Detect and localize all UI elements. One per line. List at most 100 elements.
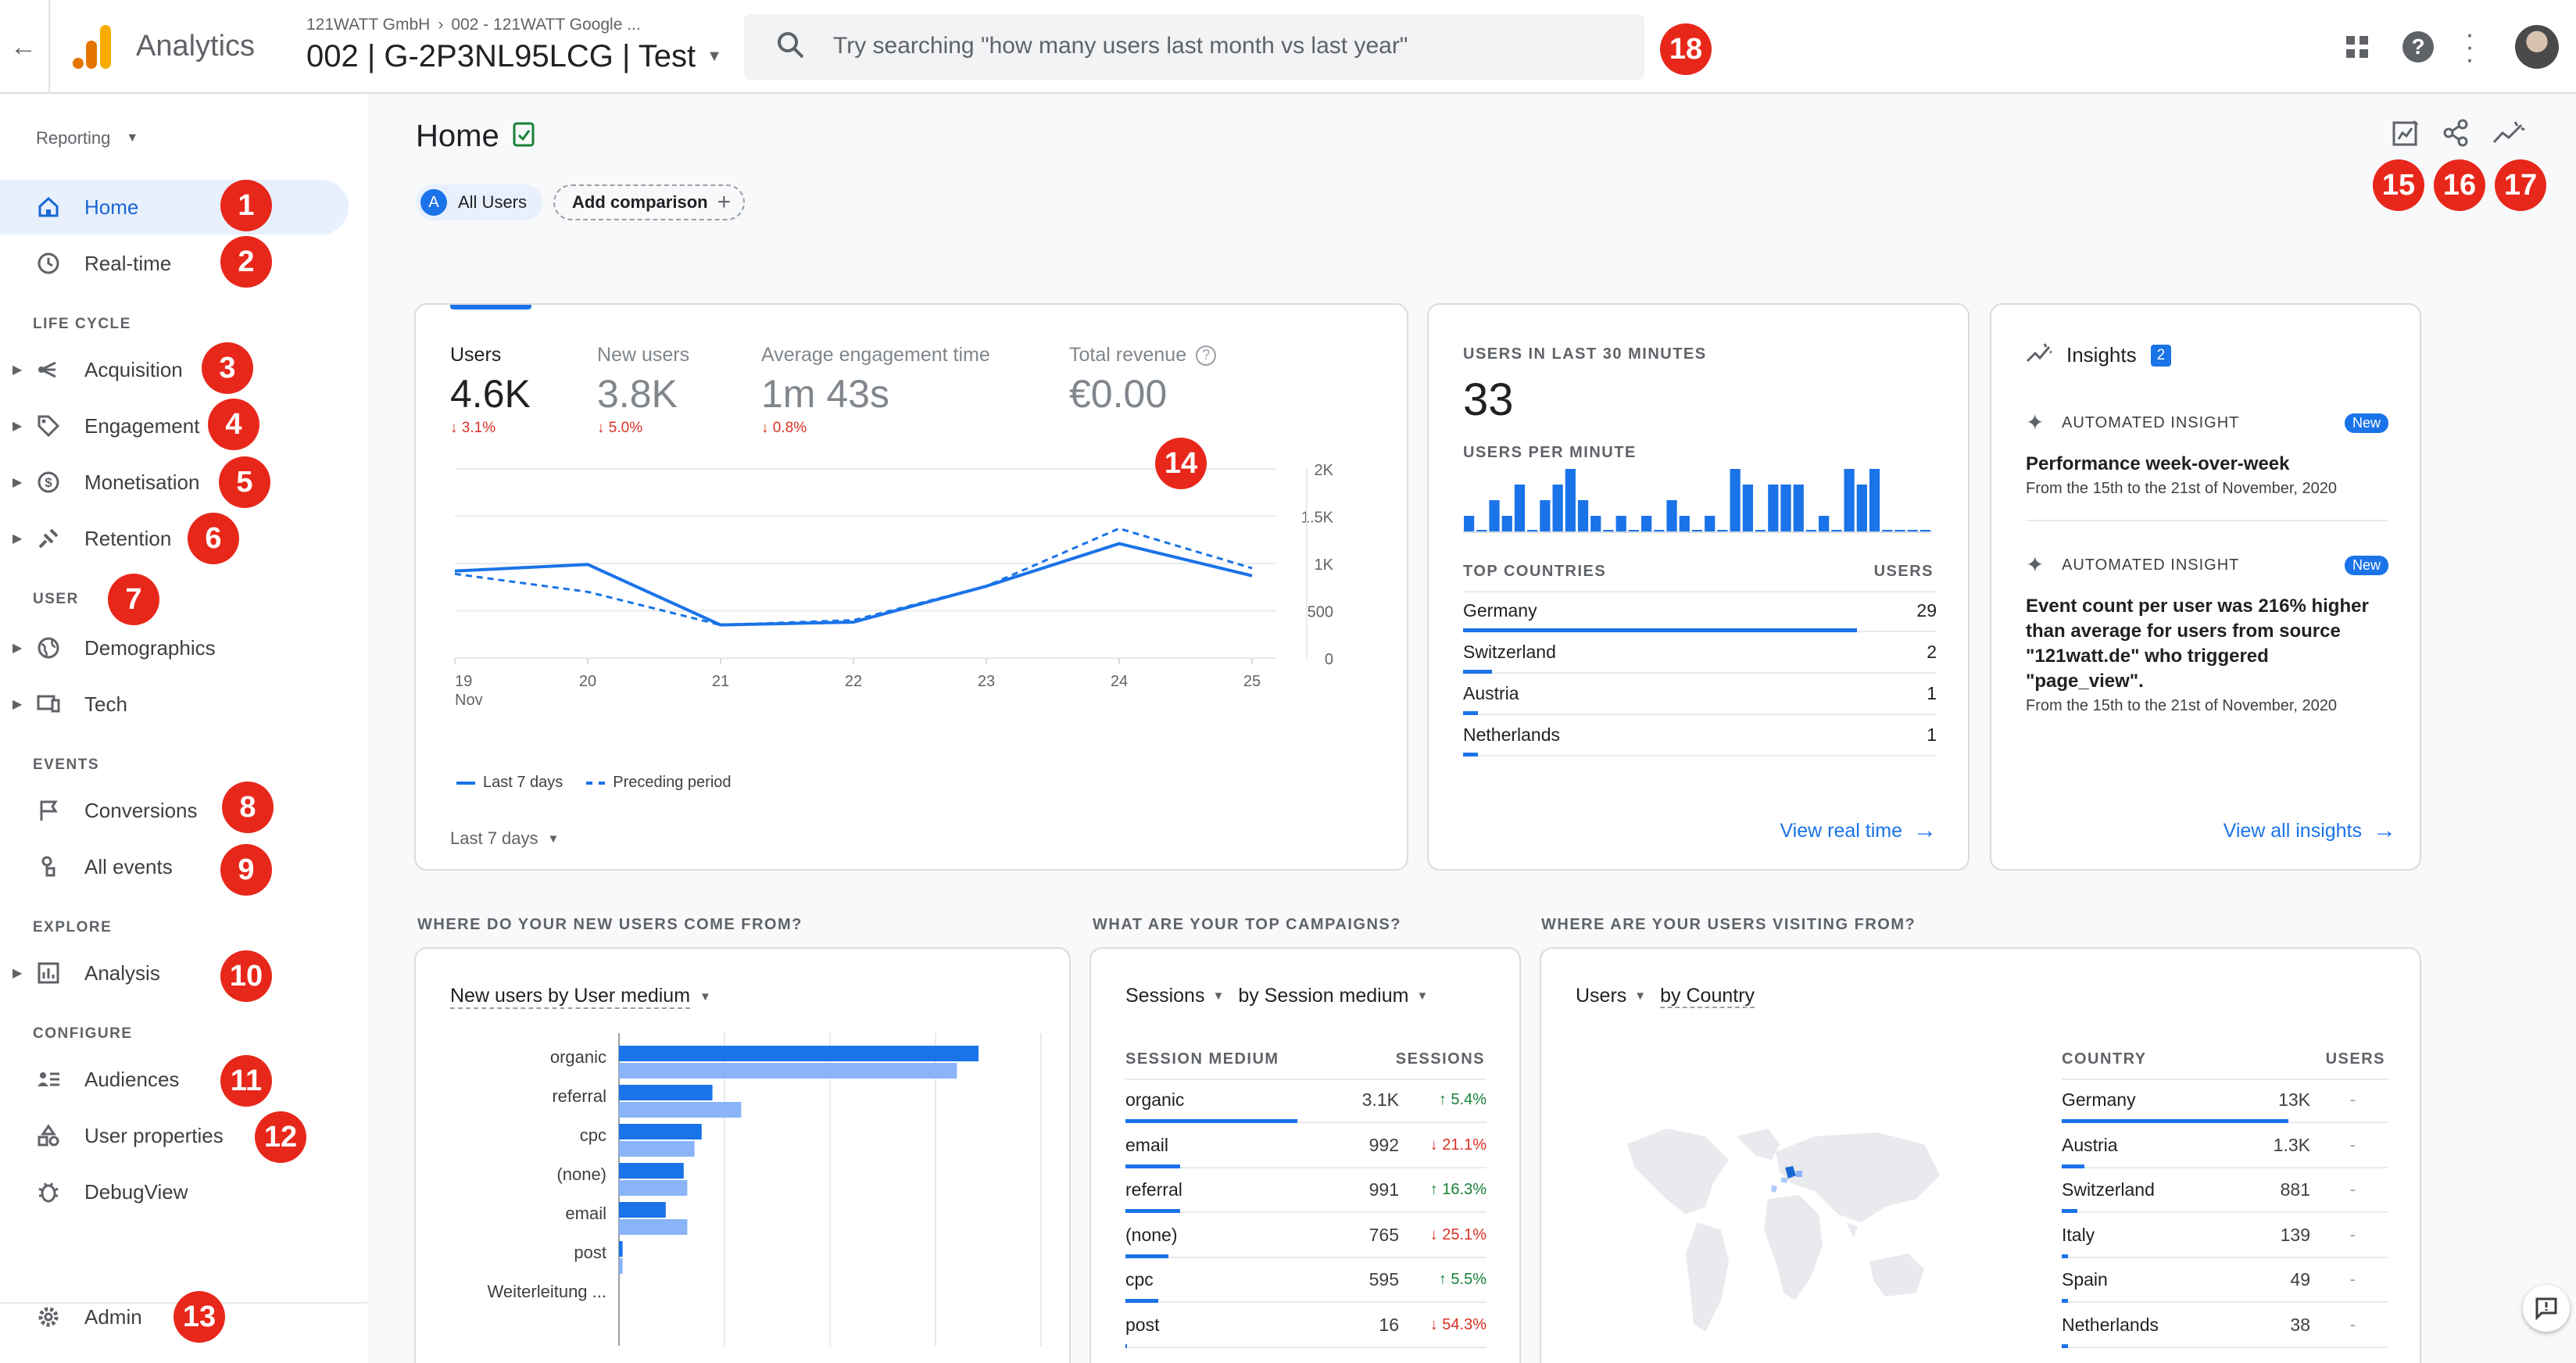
x-sub-label: Nov [455,692,483,709]
sidebar-item-all-events[interactable]: All events [0,839,349,894]
property-selector[interactable]: 002 | G-2P3NL95LCG | Test ▼ [306,39,722,74]
metric-label: Total revenue [1069,344,1187,366]
sidebar-item-monetisation[interactable]: ▶ $ Monetisation [0,455,349,510]
share-bar [2062,1299,2068,1303]
apps-grid-icon[interactable] [2345,34,2370,59]
add-comparison-button[interactable]: Add comparison + [553,184,746,220]
table-row[interactable]: (none) 765 ↓ 25.1% [1125,1214,1487,1258]
table-row[interactable]: Spain 49 - [2062,1258,2388,1303]
metric-tab-new-users[interactable]: New users 3.8K ↓ 5.0% [597,344,689,437]
country-row[interactable]: Switzerland 2 [1463,632,1937,674]
sidebar-item-label: Admin [84,1304,142,1329]
table-row[interactable]: referral 991 ↑ 16.3% [1125,1168,1487,1213]
sidebar-item-analysis[interactable]: ▶ Analysis [0,946,349,1000]
breadcrumb-separator: › [438,16,444,34]
new-users-medium-card: New users by User medium ▼ organic referr… [414,947,1071,1363]
country-row[interactable]: Netherlands 1 [1463,715,1937,757]
table-row[interactable]: Switzerland 881 - [2062,1168,2388,1213]
row-name: (none) [1125,1224,1178,1245]
svg-text:$: $ [45,475,52,490]
insight-headline: Performance week-over-week [2026,453,2290,474]
sidebar-item-demographics[interactable]: ▶ Demographics [0,621,349,675]
country-row[interactable]: Austria 1 [1463,674,1937,715]
sidebar-item-admin[interactable]: Admin [0,1290,349,1344]
row-name: post [1125,1314,1160,1335]
dimension-selector[interactable]: by Session medium ▼ [1238,985,1428,1007]
minute-bar [1654,530,1665,531]
sidebar-item-acquisition[interactable]: ▶ Acquisition [0,342,349,397]
metric-tab-engagement[interactable]: Average engagement time 1m 43s ↓ 0.8% [761,344,990,437]
table-row[interactable]: Netherlands 38 - [2062,1304,2388,1348]
sidebar-item-audiences[interactable]: Audiences [0,1052,349,1107]
dimension-selector[interactable]: New users by User medium ▼ [450,985,711,1009]
page-title-text: Home [416,119,499,153]
sidebar-item-label: DebugView [84,1179,188,1204]
realtime-title: USERS IN LAST 30 MINUTES [1463,345,1707,363]
expand-caret-icon: ▶ [13,532,23,546]
table-row[interactable]: organic 3.1K ↑ 5.4% [1125,1079,1487,1123]
feedback-icon[interactable] [2523,1285,2570,1332]
sidebar-item-user-properties[interactable]: User properties [0,1108,349,1163]
metric-selector[interactable]: Users ▼ [1576,985,1646,1007]
sidebar-item-debugview[interactable]: DebugView [0,1164,349,1219]
date-range-selector[interactable]: Last 7 days ▼ [450,828,559,849]
search-box[interactable]: Try searching "how many users last month… [744,14,1644,80]
share-bar [1125,1119,1297,1123]
minute-bar [1514,485,1526,531]
avatar[interactable] [2515,25,2559,69]
table-row[interactable]: email 992 ↓ 21.1% [1125,1124,1487,1168]
view-realtime-link[interactable]: View real time → [1780,817,1937,844]
breadcrumb[interactable]: 121WATT GmbH › 002 - 121WATT Google ... [306,16,641,34]
insights-trend-icon[interactable] [2492,119,2526,147]
minute-bar [1565,469,1576,531]
metric-selector[interactable]: Sessions ▼ [1125,985,1224,1007]
view-all-insights-link[interactable]: View all insights → [2224,817,2396,844]
insight-item[interactable]: ✦ AUTOMATED INSIGHT New Event count per use… [2026,553,2388,715]
search-input[interactable]: Try searching "how many users last month… [833,33,1408,59]
share-bar [1125,1209,1181,1213]
reporting-selector[interactable]: Reporting ▼ [36,128,138,148]
more-vert-icon[interactable]: · · · [2465,20,2474,74]
sidebar-item-retention[interactable]: ▶ Retention [0,511,349,566]
legend-label: Last 7 days [483,774,564,791]
help-icon[interactable]: ? [2402,31,2434,63]
sidebar-item-home[interactable]: Home [0,180,349,234]
table-row[interactable]: Austria 1.3K - [2062,1124,2388,1168]
metric-tab-users[interactable]: Users 4.6K ↓ 3.1% [450,344,531,437]
table-row[interactable]: cpc 595 ↑ 5.5% [1125,1258,1487,1303]
breadcrumb-property: 002 - 121WATT Google ... [451,16,641,34]
minute-bar [1464,516,1475,531]
share-bar [2062,1343,2068,1348]
insight-item[interactable]: ✦ AUTOMATED INSIGHT New Performance week-ov… [2026,411,2388,521]
row-value: 49 [2290,1269,2310,1290]
sidebar-item-conversions[interactable]: Conversions [0,783,349,838]
sidebar-item-label: Acquisition [84,357,183,381]
customize-icon[interactable] [2392,119,2420,147]
table-row[interactable]: post 16 ↓ 54.3% [1125,1304,1487,1348]
sidebar-item-realtime[interactable]: Real-time [0,236,349,291]
table-row[interactable]: Germany 13K - [2062,1079,2388,1123]
sidebar-item-engagement[interactable]: ▶ Engagement [0,399,349,453]
minute-bar [1768,485,1779,531]
property-name: 002 | G-2P3NL95LCG | Test [306,39,696,73]
country-value: 2 [1927,642,1937,662]
y-tick-label: 1.5K [1301,510,1334,527]
dimension-selector[interactable]: by Country [1660,985,1755,1008]
sparkle-icon: ✦ [2026,410,2045,435]
sidebar-item-tech[interactable]: ▶ Tech [0,677,349,732]
metric-tab-revenue[interactable]: Total revenue ? €0.00 [1069,344,1217,417]
row-delta: ↓ 54.3% [1429,1315,1487,1333]
category-label: cpc [580,1125,606,1145]
search-icon [775,30,807,61]
country-row[interactable]: Germany 29 [1463,591,1937,632]
segment-chip[interactable]: A All Users [416,184,543,220]
share-icon[interactable] [2442,119,2470,147]
sparkle-icon: ✦ [2026,553,2045,577]
minute-bar [1705,516,1716,531]
back-arrow-icon[interactable]: ← [10,32,37,62]
legend-swatch-dashed [586,781,606,785]
help-outline-icon[interactable]: ? [1196,345,1217,366]
table-row[interactable]: Italy 139 - [2062,1214,2388,1258]
x-tick-label: 25 [1243,673,1261,690]
plus-icon: + [717,189,732,215]
